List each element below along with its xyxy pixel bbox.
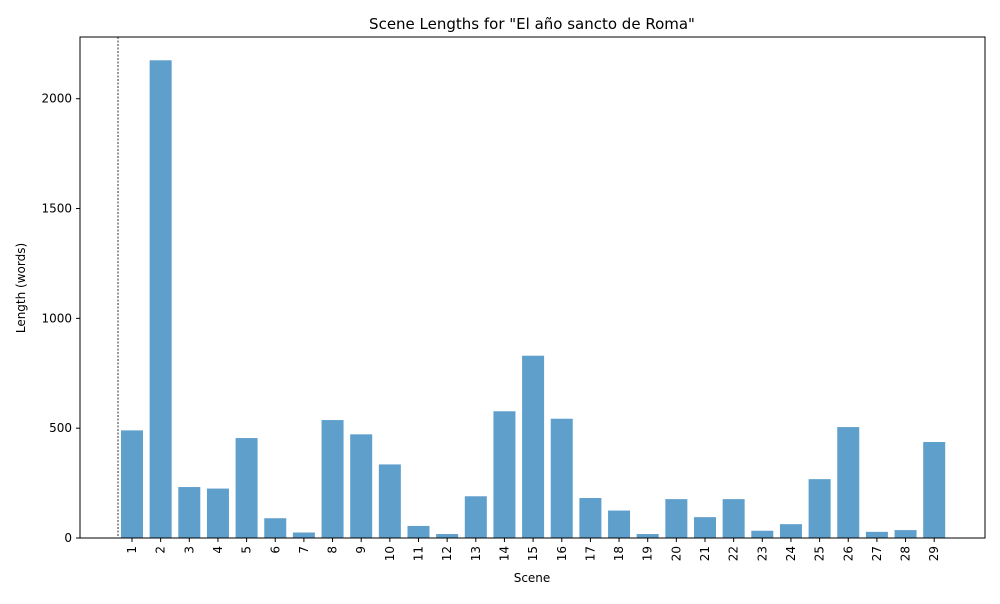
plot-frame: [79, 36, 986, 539]
x-tick-label: 15: [526, 546, 540, 561]
bar-scene-24: [779, 524, 802, 538]
bar-scene-7: [292, 532, 315, 538]
x-tick-label: 1: [125, 546, 139, 554]
bar-scene-3: [178, 487, 201, 538]
x-tick-label: 6: [268, 546, 282, 554]
chart-title: Scene Lengths for "El año sancto de Roma…: [369, 15, 695, 33]
x-tick-label: 28: [899, 546, 913, 561]
x-tick-label: 11: [412, 546, 426, 561]
bar-scene-1: [121, 430, 143, 538]
bar-scene-15: [522, 355, 545, 538]
x-tick-label: 21: [698, 546, 712, 561]
x-tick-label: 16: [555, 546, 569, 561]
bar-scene-28: [894, 530, 917, 538]
x-tick-label: 22: [727, 546, 741, 561]
y-tick-label: 0: [64, 531, 72, 545]
bar-scene-21: [694, 517, 716, 538]
bar-scene-25: [808, 479, 831, 538]
x-tick-label: 23: [755, 546, 769, 561]
bar-scene-2: [149, 60, 172, 539]
y-tick-label: 1000: [41, 311, 72, 325]
bar-scene-4: [206, 488, 229, 538]
bar-scene-23: [751, 530, 774, 538]
bar-scene-19: [636, 534, 659, 538]
bar-scene-6: [264, 518, 287, 538]
x-tick-label: 4: [211, 546, 225, 554]
bar-scene-12: [436, 534, 459, 538]
bar-scene-16: [550, 418, 573, 538]
bar-scene-13: [464, 496, 487, 538]
bar-scene-8: [321, 420, 344, 538]
y-tick-label: 500: [49, 421, 72, 435]
x-tick-label: 9: [354, 546, 368, 554]
bar-scene-10: [378, 464, 401, 538]
bar-scene-18: [608, 510, 631, 538]
x-tick-label: 14: [497, 546, 511, 561]
x-tick-label: 20: [669, 546, 683, 561]
x-tick-label: 19: [641, 546, 655, 561]
x-tick-label: 17: [583, 546, 597, 561]
bar-scene-11: [407, 525, 430, 538]
x-tick-label: 8: [326, 546, 340, 554]
x-tick-label: 12: [440, 546, 454, 561]
bar-scene-20: [665, 499, 688, 538]
y-tick-label: 2000: [41, 92, 72, 106]
x-tick-label: 10: [383, 546, 397, 561]
x-tick-label: 26: [841, 546, 855, 561]
bar-scene-5: [235, 438, 258, 538]
bar-scene-9: [350, 434, 373, 538]
bar-scene-29: [923, 442, 946, 538]
x-tick-label: 7: [297, 546, 311, 554]
bar-scene-27: [865, 531, 888, 538]
x-tick-label: 27: [870, 546, 884, 561]
x-tick-label: 29: [927, 546, 941, 561]
x-tick-label: 3: [182, 546, 196, 554]
x-tick-label: 18: [612, 546, 626, 561]
bar-scene-26: [837, 427, 860, 538]
x-tick-label: 25: [813, 546, 827, 561]
bar-scene-14: [493, 411, 516, 538]
x-axis-label: Scene: [514, 571, 551, 585]
x-tick-label: 13: [469, 546, 483, 561]
y-tick-label: 1500: [41, 202, 72, 216]
x-tick-label: 5: [240, 546, 254, 554]
x-tick-label: 24: [784, 546, 798, 561]
bar-scene-22: [722, 499, 745, 538]
x-tick-label: 2: [154, 546, 168, 554]
y-axis-label: Length (words): [14, 243, 28, 333]
bar-scene-17: [579, 498, 602, 538]
